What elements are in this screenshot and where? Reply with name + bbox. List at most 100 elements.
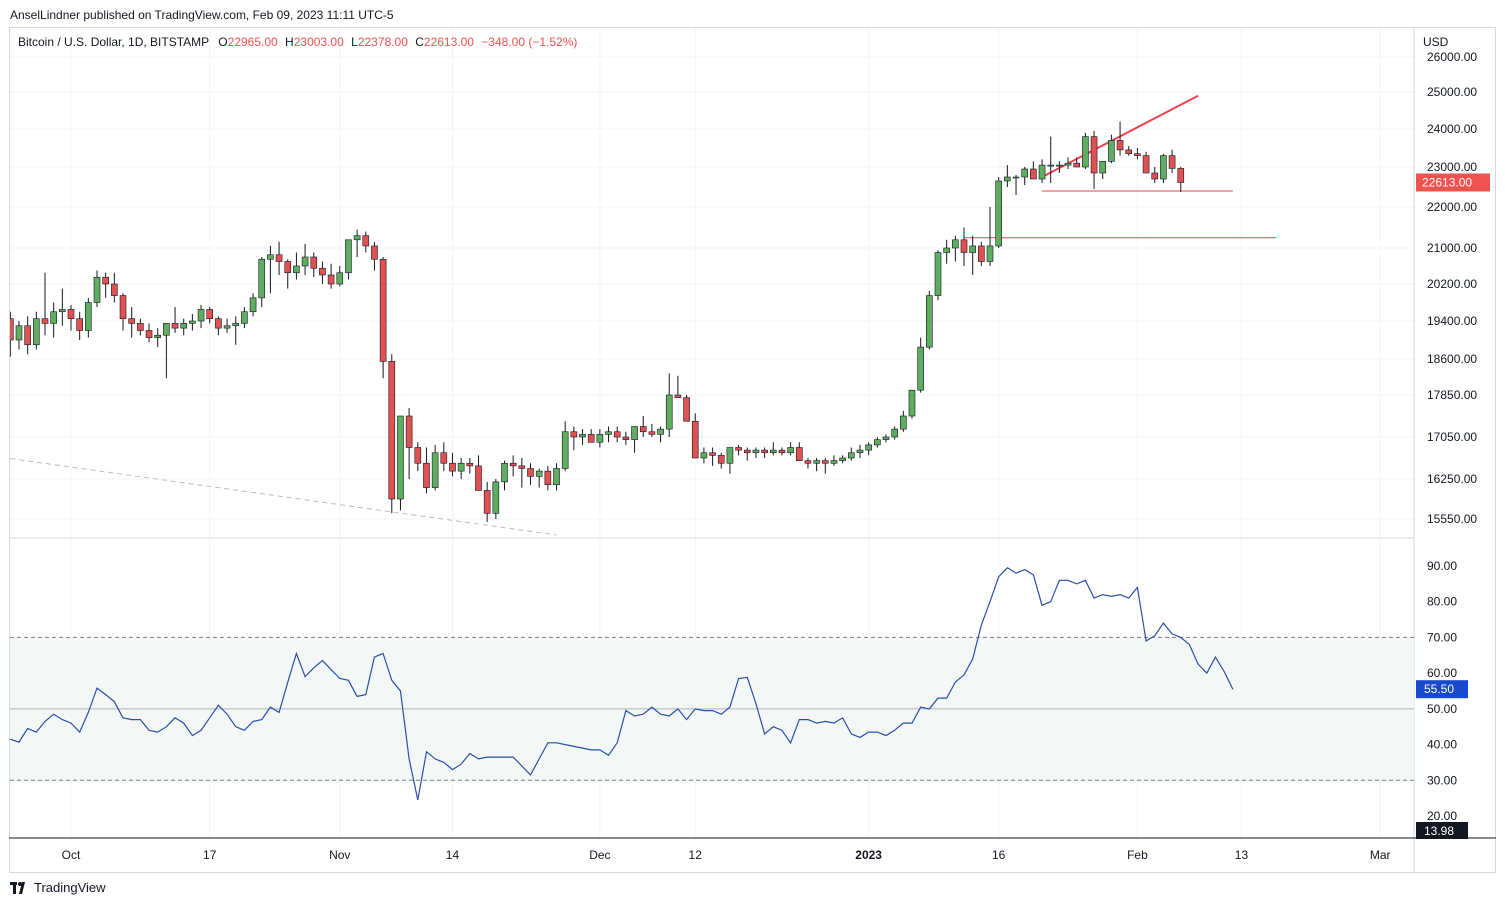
candle-body xyxy=(605,431,612,435)
candle-body xyxy=(752,449,760,454)
chart-frame xyxy=(9,27,1496,873)
candle-body xyxy=(943,247,950,253)
candle-body xyxy=(475,465,482,491)
candle-body xyxy=(301,256,309,267)
rsi-pane xyxy=(10,567,1234,801)
candle-body xyxy=(388,361,396,500)
candle-body xyxy=(119,295,127,319)
candle-body xyxy=(865,444,872,451)
candle-body xyxy=(926,295,933,348)
candle-body xyxy=(691,420,699,459)
price-axis-tick: 25000.00 xyxy=(1427,85,1477,99)
candle-body xyxy=(726,447,734,464)
price-axis-tick: 26000.00 xyxy=(1427,50,1477,64)
candle-body xyxy=(76,318,83,331)
candle-body xyxy=(934,252,942,296)
candle-body xyxy=(813,460,820,464)
price-axis-tick: 19400.00 xyxy=(1427,314,1477,328)
candle-body xyxy=(847,452,855,459)
candle-body xyxy=(995,180,1002,247)
price-axis-tick: 24000.00 xyxy=(1427,122,1477,136)
candle-body xyxy=(960,239,968,253)
candle-body xyxy=(1073,162,1081,168)
candle-body xyxy=(206,309,214,319)
candle-body xyxy=(145,330,153,338)
time-axis-label: 17 xyxy=(203,848,217,862)
candle-body xyxy=(986,245,994,262)
candle-body xyxy=(223,325,231,329)
candle-body xyxy=(1090,136,1098,174)
candle-body xyxy=(830,460,838,464)
candle-body xyxy=(267,254,274,260)
candle-body xyxy=(414,447,422,464)
candle-body xyxy=(137,323,144,331)
time-axis-label: Feb xyxy=(1127,848,1148,862)
candle-body xyxy=(492,481,500,514)
candle-body xyxy=(1151,172,1159,180)
legend-low-value: 22378.00 xyxy=(357,35,408,49)
candle-body xyxy=(1142,155,1150,174)
candle-body xyxy=(700,452,708,459)
candle-body xyxy=(405,415,413,448)
candle-body xyxy=(111,283,118,296)
price-axis-tick: 21000.00 xyxy=(1427,241,1477,255)
candle-body xyxy=(102,276,109,285)
time-axis-label: 2023 xyxy=(855,848,882,862)
candle-body xyxy=(882,436,890,440)
candle-body xyxy=(778,449,786,454)
rsi-axis-tick: 60.00 xyxy=(1427,666,1457,680)
candle-body xyxy=(839,457,846,461)
candle-body xyxy=(93,276,101,303)
candle-body xyxy=(128,318,135,324)
rsi-axis-tick: 50.00 xyxy=(1427,702,1457,716)
candle-body xyxy=(449,462,456,472)
rsi-axis-tick: 20.00 xyxy=(1427,809,1457,823)
candle-body xyxy=(769,449,777,454)
symbol-title[interactable]: Bitcoin / U.S. Dollar, 1D, BITSTAMP xyxy=(18,35,209,49)
candle-body xyxy=(1134,153,1141,156)
time-axis-label: 12 xyxy=(689,848,703,862)
candle-body xyxy=(1038,164,1046,180)
candle-body xyxy=(1021,168,1029,178)
rsi-scale-label: 13.98 xyxy=(1424,824,1454,838)
time-axis-label: Dec xyxy=(589,848,610,862)
price-axis-tick: 17850.00 xyxy=(1427,388,1477,402)
last-price-label: 22613.00 xyxy=(1422,175,1472,189)
candle-body xyxy=(1056,164,1063,167)
time-axis-label: Oct xyxy=(62,848,81,862)
candle-body xyxy=(613,431,621,438)
candle-body xyxy=(483,490,491,514)
candle-body xyxy=(969,245,976,253)
candle-body xyxy=(215,318,222,329)
candle-body xyxy=(379,258,387,362)
legend-change: −348.00 (−1.52%) xyxy=(481,35,578,49)
candle-body xyxy=(952,239,959,249)
candle-body xyxy=(804,460,812,464)
candle-body xyxy=(821,460,829,464)
candle-body xyxy=(171,323,179,329)
candle-body xyxy=(24,325,31,346)
price-pane xyxy=(10,94,1277,536)
time-axis-label: 14 xyxy=(446,848,460,862)
candle-body xyxy=(466,462,474,467)
candle-body xyxy=(319,267,326,276)
price-axis-tick: 20200.00 xyxy=(1427,277,1477,291)
candle-body xyxy=(33,318,40,346)
footer-brand[interactable]: TradingView xyxy=(10,880,106,895)
legend-close-label: C xyxy=(415,35,424,49)
candle-body xyxy=(59,309,66,313)
candle-body xyxy=(10,318,14,341)
legend-high-value: 23003.00 xyxy=(293,35,344,49)
candle-body xyxy=(795,447,803,461)
candle-body xyxy=(917,346,924,391)
candle-body xyxy=(527,468,534,477)
candle-body xyxy=(232,323,240,327)
candle-body xyxy=(544,470,552,486)
candle-body xyxy=(67,309,75,319)
candle-body xyxy=(717,455,725,464)
candle-body xyxy=(1004,176,1011,182)
candle-body xyxy=(362,235,370,247)
candle-body xyxy=(1160,155,1167,180)
trendline-dashed xyxy=(10,458,557,536)
